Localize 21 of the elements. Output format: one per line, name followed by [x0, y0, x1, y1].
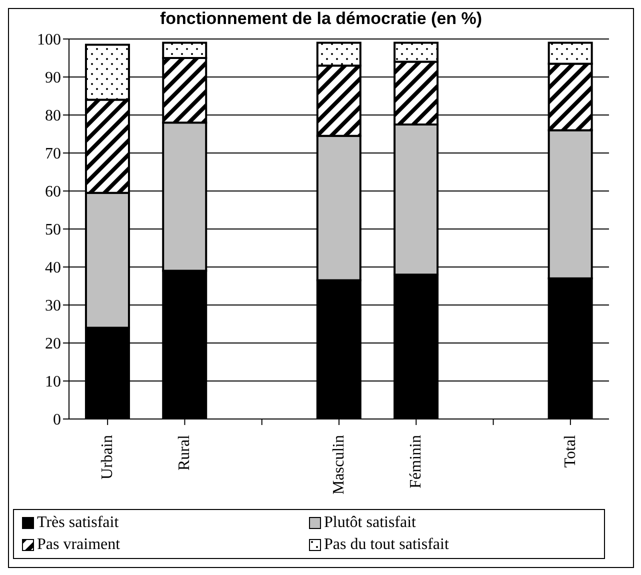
y-tick-label: 80: [45, 108, 61, 125]
y-tick-label: 20: [45, 336, 61, 353]
y-tick-label: 10: [45, 374, 61, 391]
legend-label: Très satisfait: [37, 514, 119, 532]
legend-label: Pas du tout satisfait: [324, 536, 449, 554]
chart-title: fonctionnement de la démocratie (en %): [158, 9, 484, 30]
legend-label: Plutôt satisfait: [324, 514, 416, 532]
x-tick-label: Urbain: [99, 435, 116, 480]
legend-label: Pas vraiment: [37, 536, 120, 554]
y-tick-label: 0: [53, 412, 61, 429]
y-tick-label: 30: [45, 298, 61, 315]
y-tick-label: 50: [45, 222, 61, 239]
y-tick-label: 60: [45, 184, 61, 201]
x-tick-label: Total: [562, 434, 579, 468]
x-tick-label: Féminin: [408, 435, 425, 488]
y-tick-label: 40: [45, 260, 61, 277]
x-tick-label: Masculin: [330, 435, 348, 495]
y-tick-label: 90: [45, 70, 61, 87]
x-tick-label: Rural: [176, 434, 194, 471]
y-tick-label: 100: [37, 32, 61, 49]
y-tick-label: 70: [45, 146, 61, 163]
